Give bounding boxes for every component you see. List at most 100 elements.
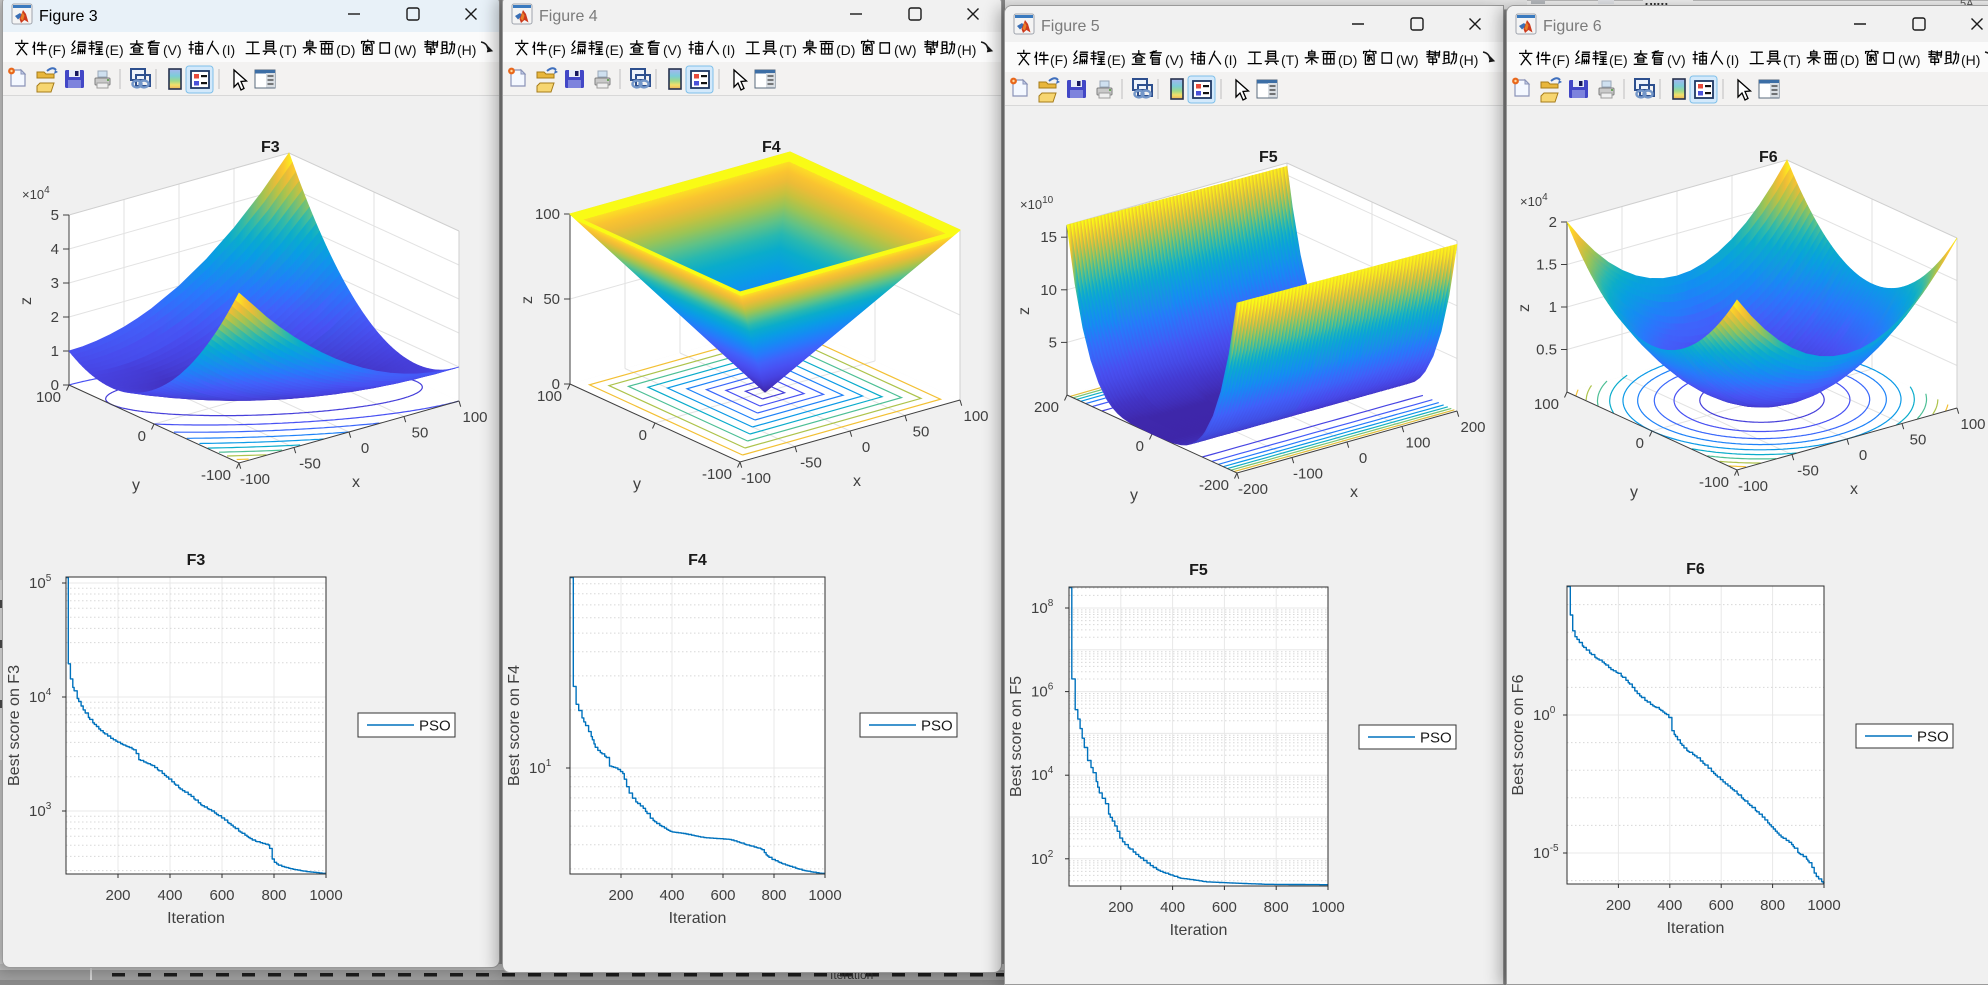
svg-text:600: 600 [209,887,234,904]
svg-text:(W): (W) [394,42,417,58]
svg-text:PSO: PSO [1917,729,1949,746]
svg-text:104: 104 [1031,765,1054,784]
svg-text:15: 15 [1040,229,1057,246]
svg-text:PSO: PSO [419,718,451,735]
svg-text:Best score on F3: Best score on F3 [6,665,23,786]
svg-text:(D): (D) [1840,52,1859,68]
svg-text:200: 200 [1606,897,1631,914]
svg-text:(I): (I) [722,42,735,58]
svg-text:4: 4 [51,241,59,258]
svg-text:200: 200 [1108,899,1133,916]
svg-text:0: 0 [51,377,59,394]
svg-text:(F): (F) [1552,52,1570,68]
svg-text:1.5: 1.5 [1536,257,1557,274]
svg-text:Iteration: Iteration [167,910,225,927]
svg-text:10: 10 [1040,282,1057,299]
svg-text:×104: ×104 [22,185,50,202]
svg-text:Best score on F4: Best score on F4 [506,665,523,786]
svg-text:1000: 1000 [1807,897,1840,914]
svg-text:(I): (I) [1224,52,1237,68]
svg-text:F5: F5 [1189,562,1208,579]
svg-text:(E): (E) [105,42,124,58]
svg-text:800: 800 [1264,899,1289,916]
svg-text:F4: F4 [762,139,781,156]
svg-text:y: y [1630,484,1638,501]
svg-text:105: 105 [29,573,52,592]
svg-text:0: 0 [862,439,870,456]
svg-text:104: 104 [29,687,52,706]
svg-text:z: z [1516,304,1533,312]
svg-text:z: z [18,297,35,305]
svg-text:50: 50 [913,424,930,441]
svg-text:-200: -200 [1238,481,1268,498]
svg-text:50: 50 [543,291,560,308]
svg-text:Figure 3: Figure 3 [39,8,98,25]
svg-text:200: 200 [1034,399,1059,416]
svg-text:(W): (W) [1898,52,1921,68]
svg-text:1: 1 [51,343,59,360]
svg-text:5: 5 [51,207,59,224]
svg-text:(T): (T) [279,42,297,58]
svg-text:Figure 6: Figure 6 [1543,18,1602,35]
svg-text:-100: -100 [1738,478,1768,495]
svg-text:F5: F5 [1259,149,1278,166]
svg-text:100: 100 [1960,416,1985,433]
svg-text:×104: ×104 [1520,192,1548,209]
svg-text:0.5: 0.5 [1536,342,1557,359]
svg-text:(V): (V) [1667,52,1686,68]
svg-text:(D): (D) [1338,52,1357,68]
svg-text:1000: 1000 [808,887,841,904]
svg-text:5: 5 [1049,334,1057,351]
svg-text:-50: -50 [1797,463,1819,480]
svg-text:(F): (F) [1050,52,1068,68]
svg-text:Iteration: Iteration [669,910,727,927]
svg-text:(F): (F) [548,42,566,58]
svg-text:(V): (V) [1165,52,1184,68]
svg-text:Figure 5: Figure 5 [1041,18,1100,35]
svg-text:(H): (H) [1961,52,1980,68]
svg-text:(W): (W) [894,42,917,58]
svg-text:-50: -50 [800,455,822,472]
svg-text:x: x [853,473,861,490]
svg-text:3: 3 [51,275,59,292]
svg-text:F4: F4 [688,552,707,569]
svg-text:(E): (E) [1609,52,1628,68]
svg-text:-100: -100 [1699,474,1729,491]
svg-text:Iteration: Iteration [1170,922,1228,939]
svg-text:100: 100 [462,409,487,426]
svg-text:x: x [1850,481,1858,498]
svg-text:2: 2 [1549,214,1557,231]
svg-text:100: 100 [1405,435,1430,452]
svg-text:1000: 1000 [1311,899,1344,916]
svg-text:800: 800 [1760,897,1785,914]
svg-text:50: 50 [1910,432,1927,449]
svg-text:10-5: 10-5 [1533,843,1559,862]
svg-text:z: z [1016,307,1033,315]
svg-text:y: y [132,477,140,494]
svg-text:PSO: PSO [921,718,953,735]
svg-text:100: 100 [535,206,560,223]
svg-text:400: 400 [157,887,182,904]
svg-text:100: 100 [537,388,562,405]
svg-text:50: 50 [412,425,429,442]
svg-text:x: x [1350,484,1358,501]
svg-text:102: 102 [1031,849,1054,868]
svg-text:Iteration: Iteration [830,970,873,980]
svg-text:F6: F6 [1686,561,1705,578]
svg-text:0: 0 [1359,450,1367,467]
svg-text:1000: 1000 [309,887,342,904]
svg-text:(V): (V) [163,42,182,58]
svg-text:400: 400 [659,887,684,904]
svg-text:(T): (T) [1783,52,1801,68]
svg-text:100: 100 [1533,705,1556,724]
svg-text:(I): (I) [222,42,235,58]
svg-text:y: y [1130,487,1138,504]
svg-text:Iteration: Iteration [1667,920,1725,937]
svg-text:103: 103 [29,801,52,820]
svg-text:-100: -100 [741,470,771,487]
svg-text:200: 200 [1460,419,1485,436]
svg-text:(H): (H) [457,42,476,58]
svg-text:Best score on F5: Best score on F5 [1008,676,1025,797]
svg-text:100: 100 [36,389,61,406]
svg-text:(F): (F) [48,42,66,58]
